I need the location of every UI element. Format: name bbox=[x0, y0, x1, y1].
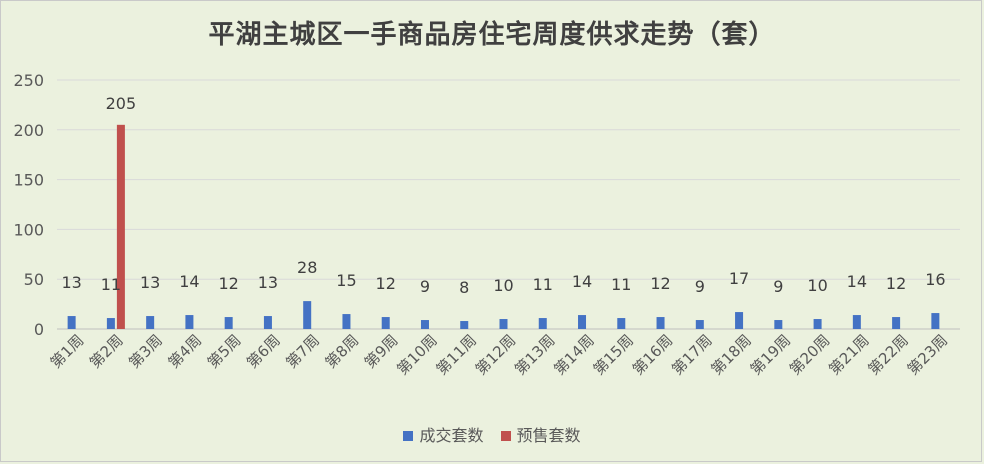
x-tick-label: 第22周 bbox=[864, 331, 911, 378]
x-tick-label: 第4周 bbox=[165, 331, 206, 372]
bar-deals bbox=[656, 317, 665, 329]
data-label-deals: 12 bbox=[218, 274, 238, 293]
data-label-deals: 17 bbox=[729, 269, 749, 288]
x-tick-label: 第17周 bbox=[668, 331, 715, 378]
legend-label-deals: 成交套数 bbox=[419, 426, 484, 445]
y-tick-label: 100 bbox=[13, 220, 44, 239]
bar-deals bbox=[460, 321, 469, 329]
x-tick-label: 第18周 bbox=[707, 331, 754, 378]
y-tick-label: 50 bbox=[24, 270, 44, 289]
data-label-deals: 14 bbox=[179, 272, 199, 291]
legend-swatch-deals bbox=[403, 431, 414, 441]
bar-deals bbox=[106, 318, 115, 329]
bar-deals bbox=[538, 318, 547, 329]
x-tick-label: 第13周 bbox=[511, 331, 558, 378]
bar-deals bbox=[578, 315, 587, 329]
data-label-deals: 16 bbox=[925, 270, 945, 289]
bar-deals bbox=[617, 318, 626, 329]
legend-item-deals: 成交套数 bbox=[403, 422, 483, 446]
data-label-deals: 13 bbox=[258, 273, 278, 292]
bar-deals bbox=[342, 314, 351, 329]
x-tick-label: 第14周 bbox=[550, 331, 597, 378]
chart-title: 平湖主城区一手商品房住宅周度供求走势（套） bbox=[208, 20, 776, 50]
bar-deals bbox=[695, 320, 704, 329]
bar-deals bbox=[303, 301, 312, 329]
bar-deals bbox=[263, 316, 272, 329]
bar-deals bbox=[813, 319, 822, 329]
bar-deals bbox=[931, 313, 940, 329]
bar-deals bbox=[735, 312, 744, 329]
x-tick-label: 第6周 bbox=[243, 331, 284, 372]
legend-swatch-presale bbox=[500, 431, 511, 441]
x-tick-label: 第16周 bbox=[629, 331, 676, 378]
bar-deals bbox=[381, 317, 390, 329]
data-label-deals: 11 bbox=[101, 275, 121, 294]
bar-deals bbox=[852, 315, 861, 329]
legend: 成交套数 预售套数 bbox=[0, 422, 984, 446]
x-tick-label: 第19周 bbox=[747, 331, 794, 378]
data-label-deals: 11 bbox=[533, 275, 553, 294]
data-label-deals: 11 bbox=[611, 275, 631, 294]
data-label-deals: 9 bbox=[420, 277, 430, 296]
y-tick-label: 150 bbox=[13, 171, 44, 190]
bar-deals bbox=[146, 316, 155, 329]
data-label-deals: 9 bbox=[773, 277, 783, 296]
y-tick-label: 250 bbox=[13, 71, 44, 90]
data-label-deals: 14 bbox=[847, 272, 867, 291]
data-label-deals: 9 bbox=[695, 277, 705, 296]
data-label-deals: 10 bbox=[493, 276, 513, 295]
x-tick-label: 第21周 bbox=[825, 331, 872, 378]
data-label-presale: 205 bbox=[106, 94, 137, 113]
legend-item-presale: 预售套数 bbox=[500, 422, 581, 446]
data-label-deals: 15 bbox=[336, 271, 356, 290]
bar-deals bbox=[499, 319, 508, 329]
x-tick-label: 第15周 bbox=[590, 331, 637, 378]
bar-deals bbox=[892, 317, 901, 329]
x-tick-label: 第12周 bbox=[472, 331, 519, 378]
x-tick-label: 第23周 bbox=[904, 331, 951, 378]
x-tick-label: 第10周 bbox=[393, 331, 440, 378]
x-tick-label: 第3周 bbox=[125, 331, 166, 372]
bar-deals bbox=[185, 315, 194, 329]
x-tick-label: 第20周 bbox=[786, 331, 833, 378]
bar-deals bbox=[224, 317, 233, 329]
bar-deals bbox=[774, 320, 783, 329]
x-tick-label: 第7周 bbox=[282, 331, 323, 372]
data-label-deals: 12 bbox=[376, 274, 396, 293]
data-label-deals: 13 bbox=[140, 273, 160, 292]
data-label-deals: 8 bbox=[459, 278, 469, 297]
bar-deals bbox=[67, 316, 76, 329]
data-label-deals: 12 bbox=[650, 274, 670, 293]
x-tick-label: 第11周 bbox=[433, 331, 480, 378]
data-label-deals: 28 bbox=[297, 258, 317, 277]
data-label-deals: 14 bbox=[572, 272, 592, 291]
y-tick-label: 0 bbox=[34, 320, 44, 339]
x-tick-label: 第2周 bbox=[86, 331, 127, 372]
x-tick-label: 第8周 bbox=[322, 331, 363, 372]
bar-presale bbox=[116, 124, 125, 329]
legend-label-presale: 预售套数 bbox=[516, 426, 581, 445]
x-tick-label: 第1周 bbox=[47, 331, 88, 372]
data-label-deals: 12 bbox=[886, 274, 906, 293]
y-tick-label: 200 bbox=[13, 121, 44, 140]
data-label-deals: 10 bbox=[807, 276, 827, 295]
bar-deals bbox=[420, 320, 429, 329]
data-label-deals: 13 bbox=[61, 273, 81, 292]
x-tick-label: 第5周 bbox=[204, 331, 245, 372]
